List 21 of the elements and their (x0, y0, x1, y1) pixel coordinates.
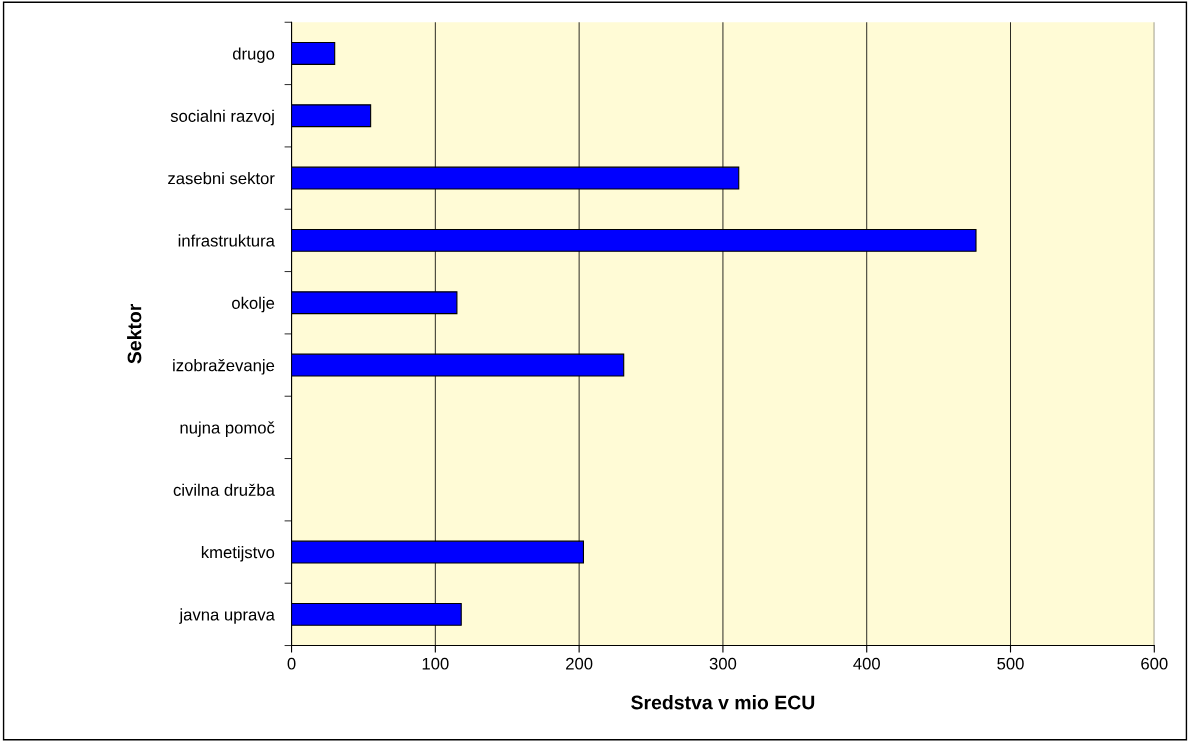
x-tick-label: 0 (287, 657, 296, 670)
x-tick-label: 400 (853, 657, 880, 670)
y-tick-label: javna uprava (179, 608, 275, 624)
x-tick-label: 300 (709, 657, 737, 670)
y-tick-label: socialni razvoj (170, 109, 274, 126)
y-tick-label: drugo (232, 47, 275, 63)
bar (291, 104, 372, 128)
x-tick-label: 200 (566, 657, 593, 670)
y-axis-title: Sektor (127, 303, 142, 364)
x-tick-label: 100 (422, 657, 449, 670)
y-tick-label: izobraževanje (173, 359, 275, 375)
x-tick-label: 600 (1141, 657, 1168, 670)
y-tick-label: kmetijstvo (201, 546, 275, 562)
x-axis-title: Sredstva v mio ECU (631, 695, 815, 710)
bar (291, 41, 336, 65)
x-tick-label: 500 (997, 657, 1024, 670)
y-tick-label: infrastruktura (178, 234, 275, 247)
y-tick-label: okolje (232, 296, 275, 313)
y-tick-label: civilna družba (173, 483, 275, 496)
y-tick-label: zasebni sektor (168, 172, 275, 185)
y-tick-label: nujna pomoč (180, 421, 275, 437)
